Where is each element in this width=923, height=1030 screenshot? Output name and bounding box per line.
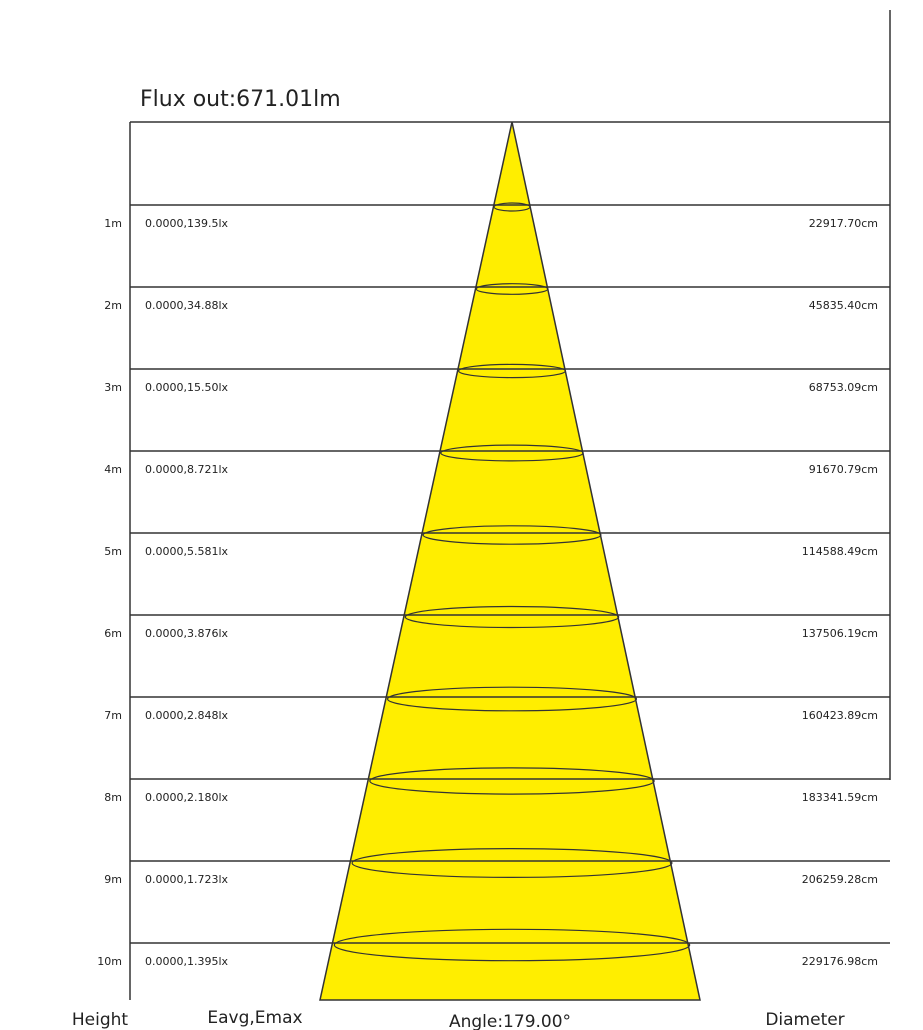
- illuminance-label: 0.0000,139.5lx: [145, 217, 229, 230]
- diameter-label: 91670.79cm: [809, 463, 878, 476]
- height-label: 7m: [104, 709, 122, 722]
- height-label: 5m: [104, 545, 122, 558]
- footer-label: Diameter: [765, 1010, 844, 1030]
- beam-ring: [493, 202, 531, 212]
- beam-ring: [369, 767, 655, 795]
- illuminance-label: 0.0000,2.848lx: [145, 709, 229, 722]
- diameter-label: 183341.59cm: [802, 791, 878, 804]
- beam-ring: [351, 847, 673, 878]
- beam-ring: [404, 605, 620, 629]
- footer-label: Height: [72, 1010, 129, 1030]
- beam-ring: [333, 928, 691, 962]
- diameter-label: 206259.28cm: [802, 873, 878, 886]
- illuminance-label: 0.0000,2.180lx: [145, 791, 229, 804]
- beam-ring: [475, 283, 549, 295]
- height-label: 8m: [104, 791, 122, 804]
- height-label: 4m: [104, 463, 122, 476]
- diameter-label: 45835.40cm: [809, 299, 878, 312]
- illuminance-label: 0.0000,34.88lx: [145, 299, 229, 312]
- height-label: 10m: [97, 955, 122, 968]
- footer-label: Angle:179.00°: [449, 1012, 571, 1030]
- diameter-label: 137506.19cm: [802, 627, 878, 640]
- diameter-label: 22917.70cm: [809, 217, 878, 230]
- beam-ring: [422, 525, 602, 545]
- diameter-label: 160423.89cm: [802, 709, 878, 722]
- height-label: 9m: [104, 873, 122, 886]
- illuminance-label: 0.0000,1.395lx: [145, 955, 229, 968]
- diameter-label: 68753.09cm: [809, 381, 878, 394]
- height-label: 3m: [104, 381, 122, 394]
- footer-label: Eavg,Emax: [207, 1008, 302, 1028]
- height-label: 1m: [104, 217, 122, 230]
- height-label: 2m: [104, 299, 122, 312]
- diameter-label: 229176.98cm: [802, 955, 878, 968]
- illuminance-label: 0.0000,5.581lx: [145, 545, 229, 558]
- diameter-label: 114588.49cm: [802, 545, 878, 558]
- height-label: 6m: [104, 627, 122, 640]
- beam-ring: [457, 363, 567, 379]
- illuminance-label: 0.0000,1.723lx: [145, 873, 229, 886]
- light-cone: [319, 121, 701, 1001]
- illuminance-label: 0.0000,15.50lx: [145, 381, 229, 394]
- illuminance-label: 0.0000,3.876lx: [145, 627, 229, 640]
- beam-ring: [386, 686, 638, 712]
- illuminance-label: 0.0000,8.721lx: [145, 463, 229, 476]
- title: Flux out:671.01lm: [140, 87, 341, 112]
- beam-ring: [440, 444, 584, 462]
